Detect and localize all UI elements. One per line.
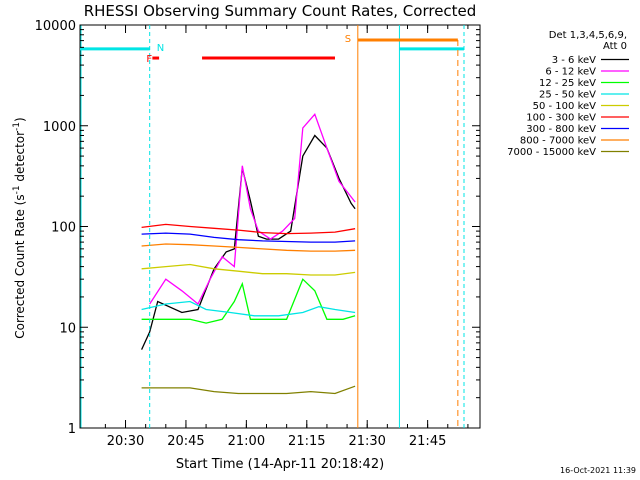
- flags-layer: NF S: [80, 25, 465, 428]
- legend-header: Att 0: [603, 41, 627, 52]
- plot-border: [79, 24, 481, 429]
- y-axis-label-sup2: -1: [12, 122, 22, 131]
- series-line-7: [141, 232, 356, 243]
- series-line-8: [141, 243, 356, 252]
- series-line-4: [141, 300, 356, 317]
- x-tick-label: 20:45: [167, 434, 204, 449]
- axis-layer: 1 10 100 1000 10000 20:30 20:45 21:00 21:15 21:30…: [35, 19, 480, 449]
- plot-area: [79, 24, 481, 429]
- y-axis-label-main: Corrected Count Rate (s: [13, 194, 27, 338]
- series-layer: [141, 113, 356, 395]
- x-axis-label: Start Time (14-Apr-11 20:18:42): [176, 457, 384, 472]
- y-tick-label: 10: [59, 321, 76, 336]
- y-tick-label: 1: [68, 422, 76, 437]
- legend-entry-label: 300 - 800 keV: [526, 124, 596, 135]
- legend-entry-label: 25 - 50 keV: [539, 90, 596, 101]
- series-line-5: [141, 263, 356, 276]
- x-tick-label: 21:30: [348, 434, 385, 449]
- legend-entry-label: 12 - 25 keV: [539, 78, 596, 89]
- x-tick-label: 21:45: [409, 434, 446, 449]
- x-tick-label: 21:00: [228, 434, 265, 449]
- legend-entry-label: 800 - 7000 keV: [520, 136, 596, 147]
- flag-label-n: N: [157, 43, 164, 54]
- y-tick-label: 10000: [35, 19, 76, 34]
- y-axis-label-sup1: -1: [12, 185, 22, 194]
- series-line-3: [141, 278, 356, 324]
- x-tick-label: 21:15: [288, 434, 325, 449]
- flag-label-s: S: [345, 34, 351, 45]
- y-axis-label: Corrected Count Rate (s-1 detector-1): [12, 117, 27, 338]
- flag-label-f: F: [146, 54, 152, 65]
- y-axis-label-mid: detector: [13, 131, 27, 186]
- y-axis-label-end: ): [13, 117, 27, 122]
- legend-header: Det 1,3,4,5,6,9,: [549, 30, 627, 41]
- legend-entry-label: 100 - 300 keV: [526, 113, 596, 124]
- series-line-9: [141, 385, 356, 395]
- legend-entry-label: 7000 - 15000 keV: [507, 147, 596, 158]
- legend-entry-label: 50 - 100 keV: [533, 101, 597, 112]
- y-tick-label: 100: [51, 221, 76, 236]
- x-tick-label: 20:30: [107, 434, 144, 449]
- chart-title: RHESSI Observing Summary Count Rates, Co…: [84, 2, 477, 20]
- y-tick-label: 1000: [43, 120, 76, 135]
- series-line-2: [149, 113, 356, 306]
- legend-entry-label: 3 - 6 keV: [552, 55, 596, 66]
- legend-entry-label: 6 - 12 keV: [545, 67, 596, 78]
- series-line-6: [141, 223, 356, 235]
- footer-timestamp: 16-Oct-2021 11:39: [560, 466, 636, 475]
